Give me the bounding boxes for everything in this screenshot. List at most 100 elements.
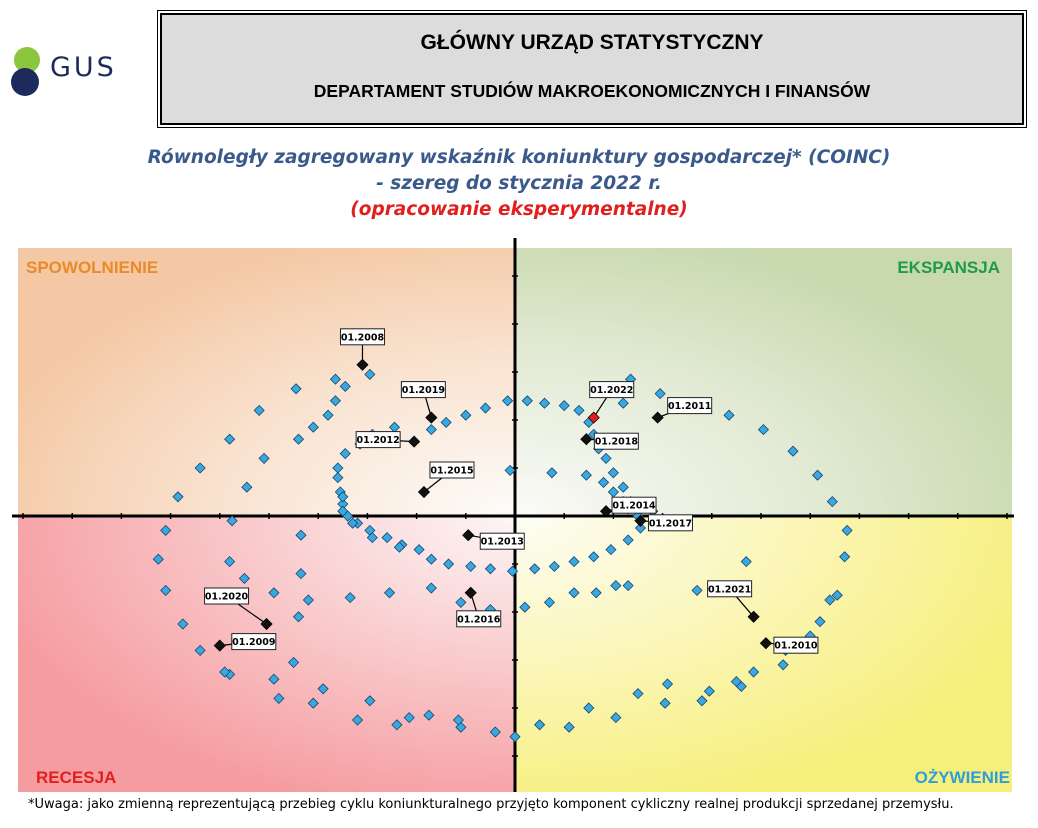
quadrant-recesja-bg [18, 516, 515, 792]
data-point [194, 644, 206, 656]
data-point [443, 558, 455, 570]
quadrant-label-recesja: RECESJA [36, 768, 116, 787]
key-point-marker [599, 505, 613, 518]
key-point-marker [747, 610, 760, 623]
key-point-marker [587, 411, 600, 424]
data-point [302, 594, 314, 606]
data-point [661, 678, 674, 690]
data-point [383, 587, 396, 599]
gus-logo-icon [11, 47, 40, 96]
data-point [605, 544, 617, 556]
data-point [506, 565, 519, 577]
key-point-01.2010: 01.2010 [759, 636, 819, 654]
data-point [295, 568, 307, 580]
data-point [568, 587, 580, 599]
key-points: 01.2008 01.2019 01.2012 01.2015 01.2013 01.20… [204, 328, 819, 654]
data-point [568, 556, 580, 568]
key-point-marker [417, 485, 431, 499]
data-point [610, 712, 622, 724]
data-point [344, 592, 356, 604]
key-point-01.2012: 01.2012 [355, 431, 421, 449]
callout-label: 01.2020 [205, 592, 249, 603]
data-point [588, 551, 600, 563]
callout-box [667, 397, 713, 415]
data-point [617, 481, 629, 493]
data-point [703, 685, 715, 697]
callout-box [204, 587, 250, 605]
data-point [529, 563, 541, 575]
data-point [826, 496, 838, 508]
data-point [597, 476, 610, 488]
data-point [366, 532, 378, 544]
data-point [268, 587, 280, 599]
data-point [364, 695, 376, 707]
data-point [590, 587, 602, 599]
data-point [691, 584, 703, 596]
data-point [452, 714, 464, 726]
data-point [224, 556, 236, 568]
data-point [777, 659, 789, 671]
callout-label: 01.2010 [774, 641, 818, 652]
data-point [824, 594, 836, 606]
data-point [322, 409, 334, 421]
data-point [723, 409, 735, 421]
key-point-01.2017: 01.2017 [634, 514, 693, 532]
data-point [730, 676, 742, 688]
data-point [403, 712, 415, 724]
data-point [839, 551, 851, 563]
data-point [307, 421, 319, 433]
key-point-01.2019: 01.2019 [400, 381, 446, 424]
data-point [558, 400, 570, 412]
key-point-01.2020: 01.2020 [204, 587, 273, 631]
data-point [504, 464, 516, 476]
callout-label: 01.2013 [481, 537, 524, 548]
quadrant-ozywienie-bg [515, 516, 1012, 792]
data-point [534, 719, 546, 731]
footnote: *Uwaga: jako zmienną reprezentującą prze… [28, 797, 954, 812]
callout-label: 01.2011 [668, 401, 711, 412]
key-point-marker [464, 586, 477, 599]
key-point-01.2008: 01.2008 [339, 328, 385, 371]
data-point [337, 491, 349, 503]
data-point [654, 388, 666, 400]
chart-note: (opracowanie eksperymentalne) [350, 199, 688, 220]
data-point [538, 397, 551, 409]
data-point [219, 666, 231, 678]
data-point [607, 467, 619, 479]
data-point [841, 524, 853, 536]
data-point [812, 469, 824, 481]
data-point [600, 452, 612, 464]
data-point [317, 683, 329, 695]
data-point [177, 618, 189, 630]
data-point [425, 553, 437, 565]
data-point [740, 556, 752, 568]
callout-box [589, 381, 635, 399]
data-point [226, 515, 238, 527]
data-point [583, 702, 595, 714]
data-point [391, 719, 403, 731]
data-point [351, 714, 364, 726]
callout-label: 01.2014 [612, 501, 656, 512]
data-point [787, 445, 799, 457]
callout-label: 01.2021 [708, 584, 751, 595]
data-point [484, 563, 496, 575]
data-point [757, 424, 770, 436]
data-point [307, 697, 319, 709]
data-point [634, 522, 647, 534]
callout-label: 01.2015 [430, 466, 473, 477]
data-point [546, 467, 558, 479]
key-point-marker [759, 637, 772, 650]
callout-box [456, 610, 502, 628]
callout-label: 01.2019 [402, 385, 445, 396]
data-point [238, 572, 250, 584]
data-point [339, 380, 351, 392]
coinc-chart: SPOWOLNIENIE EKSPANSJA RECESJA OŻYWIENIE… [12, 238, 1014, 792]
data-point [425, 424, 437, 436]
key-point-marker [634, 514, 647, 527]
key-point-marker [462, 529, 475, 542]
data-point [241, 481, 253, 493]
data-point [748, 666, 760, 678]
data-point [814, 616, 826, 628]
callout-box [231, 633, 277, 651]
data-point [172, 491, 184, 503]
